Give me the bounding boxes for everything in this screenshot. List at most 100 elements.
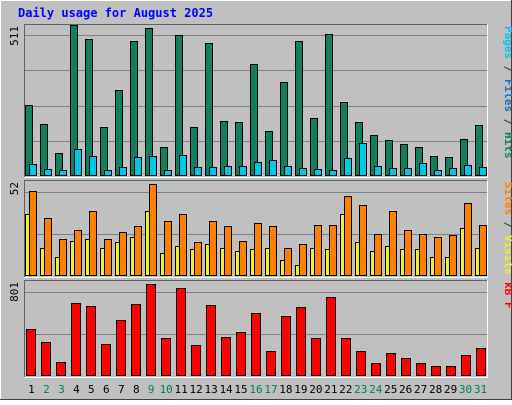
x-tick-label-day-7: 7 xyxy=(118,383,125,396)
legend-entry: / xyxy=(502,112,512,132)
bar-pages-day-30 xyxy=(464,165,472,176)
bar-kb-f-day-4 xyxy=(71,303,81,376)
panel-legend: Pages / Files / Hits xyxy=(502,26,512,159)
bar-sites-day-14 xyxy=(224,226,232,276)
bar-sites-day-21 xyxy=(329,225,337,276)
bar-pages-day-12 xyxy=(194,167,202,176)
bar-pages-day-28 xyxy=(434,170,442,176)
bar-pages-day-22 xyxy=(344,158,352,176)
bar-hits-day-19 xyxy=(295,41,303,176)
bar-sites-day-18 xyxy=(284,248,292,276)
bar-kb-f-day-10 xyxy=(161,338,171,376)
x-tick-label-day-4: 4 xyxy=(73,383,80,396)
bar-hits-day-8 xyxy=(130,41,138,176)
bar-sites-day-5 xyxy=(89,211,97,276)
legend-entry: / xyxy=(502,59,512,79)
legend-entry: Hits xyxy=(502,132,512,159)
panel-max-label: 511 xyxy=(8,26,21,46)
x-tick-label-day-23: 23 xyxy=(354,383,367,396)
bar-pages-day-27 xyxy=(419,163,427,176)
visits-panel: 52 Sites / Visits xyxy=(8,180,512,278)
bar-sites-day-11 xyxy=(179,214,187,276)
bar-pages-day-14 xyxy=(224,166,232,176)
bar-sites-day-20 xyxy=(314,225,322,276)
bar-hits-day-20 xyxy=(310,118,318,176)
bar-kb-f-day-24 xyxy=(371,363,381,376)
bar-hits-day-5 xyxy=(85,39,93,176)
hits-panel: 511 Pages / Files / Hits xyxy=(8,24,512,178)
x-tick-label-day-15: 15 xyxy=(234,383,247,396)
bar-sites-day-12 xyxy=(194,242,202,276)
x-tick-label-day-11: 11 xyxy=(175,383,188,396)
bar-sites-day-2 xyxy=(44,218,52,276)
x-tick-label-day-3: 3 xyxy=(58,383,65,396)
legend-entry: kB F xyxy=(502,282,512,309)
bar-sites-day-9 xyxy=(149,184,157,276)
bar-hits-day-11 xyxy=(175,35,183,176)
x-tick-label-day-22: 22 xyxy=(339,383,352,396)
bar-kb-f-day-27 xyxy=(416,363,426,376)
bar-sites-day-15 xyxy=(239,241,247,276)
bar-pages-day-25 xyxy=(389,168,397,176)
panel-legend: Sites / Visits xyxy=(502,182,512,275)
bar-kb-f-day-6 xyxy=(101,344,111,376)
x-tick-label-day-12: 12 xyxy=(190,383,203,396)
bar-kb-f-day-8 xyxy=(131,304,141,376)
x-tick-label-day-31: 31 xyxy=(474,383,487,396)
legend-entry: Visits xyxy=(502,235,512,275)
bar-sites-day-30 xyxy=(464,203,472,276)
bar-sites-day-22 xyxy=(344,196,352,276)
x-axis-labels: 1 2 3 4 5 6 7 8 9 10 11 12 13 14 15 16 17 18 19 20 21 22 23 24 2… xyxy=(28,383,487,396)
panel-max-label: 52 xyxy=(8,182,21,195)
bar-kb-f-day-19 xyxy=(296,307,306,376)
bar-pages-day-7 xyxy=(119,167,127,176)
bar-hits-day-16 xyxy=(250,64,258,176)
bar-pages-day-23 xyxy=(359,143,367,176)
legend-entry: / xyxy=(502,215,512,235)
x-tick-label-day-27: 27 xyxy=(414,383,427,396)
bar-hits-day-6 xyxy=(100,127,108,176)
x-tick-label-day-6: 6 xyxy=(103,383,110,396)
x-tick-label-day-20: 20 xyxy=(309,383,322,396)
bar-sites-day-27 xyxy=(419,234,427,276)
bar-sites-day-8 xyxy=(134,226,142,276)
series-pages xyxy=(29,143,487,176)
bar-pages-day-4 xyxy=(74,149,82,176)
bar-pages-day-18 xyxy=(284,166,292,176)
bar-pages-day-5 xyxy=(89,156,97,176)
bar-sites-day-16 xyxy=(254,223,262,276)
bar-kb-f-day-3 xyxy=(56,362,66,376)
bar-hits-day-13 xyxy=(205,43,213,176)
bar-sites-day-6 xyxy=(104,239,112,276)
x-tick-label-day-21: 21 xyxy=(324,383,337,396)
bar-kb-f-day-23 xyxy=(356,351,366,376)
bar-kb-f-day-11 xyxy=(176,288,186,376)
bar-sites-day-3 xyxy=(59,239,67,276)
x-tick-label-day-26: 26 xyxy=(399,383,412,396)
bar-pages-day-15 xyxy=(239,166,247,176)
x-tick-label-day-17: 17 xyxy=(264,383,277,396)
bar-pages-day-3 xyxy=(59,170,67,176)
bar-kb-f-day-18 xyxy=(281,316,291,376)
bar-pages-day-13 xyxy=(209,167,217,176)
bar-pages-day-20 xyxy=(314,169,322,176)
bar-sites-day-31 xyxy=(479,225,487,276)
bar-hits-day-21 xyxy=(325,34,333,176)
bar-kb-f-day-2 xyxy=(41,342,51,376)
bar-kb-f-day-28 xyxy=(431,366,441,376)
kbytes-panel: 801 kB F xyxy=(8,280,512,378)
bar-pages-day-31 xyxy=(479,167,487,176)
bar-pages-day-29 xyxy=(449,168,457,176)
bar-sites-day-23 xyxy=(359,205,367,276)
bar-kb-f-day-30 xyxy=(461,355,471,376)
bar-pages-day-24 xyxy=(374,166,382,176)
x-tick-label-day-19: 19 xyxy=(294,383,307,396)
bar-kb-f-day-26 xyxy=(401,358,411,376)
bar-pages-day-9 xyxy=(149,156,157,176)
bar-sites-day-10 xyxy=(164,221,172,276)
bar-kb-f-day-16 xyxy=(251,313,261,376)
x-tick-label-day-9: 9 xyxy=(148,383,155,396)
bar-kb-f-day-15 xyxy=(236,332,246,376)
